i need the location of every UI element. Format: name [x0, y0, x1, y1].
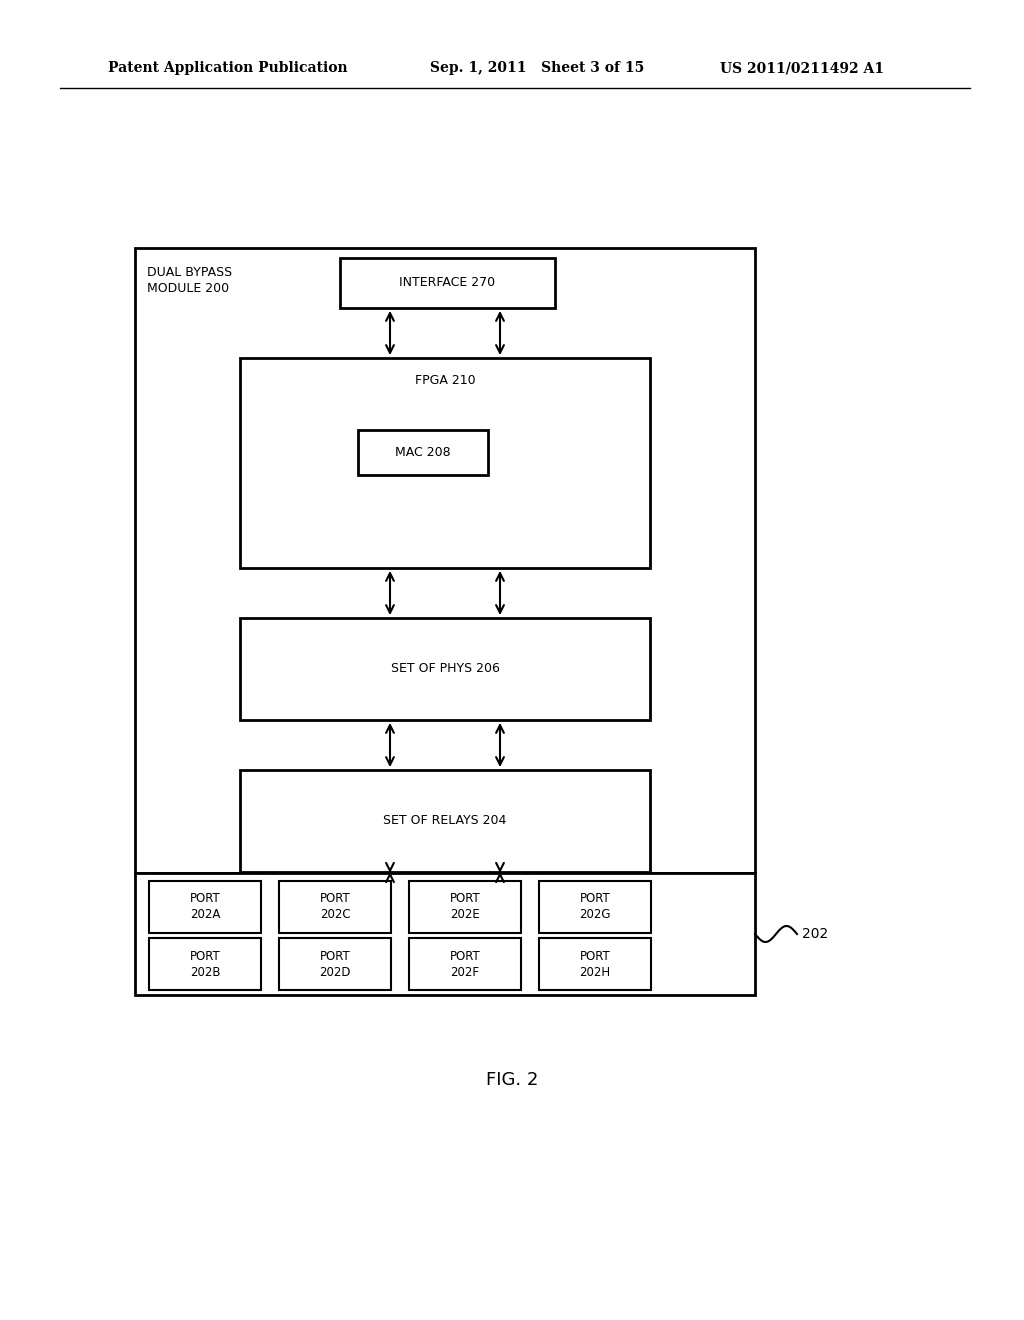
Bar	[539, 939, 651, 990]
Bar	[240, 358, 650, 568]
Text: 202: 202	[802, 927, 828, 941]
Text: PORT
202E: PORT 202E	[450, 892, 480, 921]
Text: PORT
202H: PORT 202H	[580, 949, 610, 978]
Bar	[279, 880, 391, 933]
Text: Patent Application Publication: Patent Application Publication	[108, 61, 347, 75]
Text: FIG. 2: FIG. 2	[485, 1071, 539, 1089]
Text: SET OF RELAYS 204: SET OF RELAYS 204	[383, 814, 507, 828]
Text: MAC 208: MAC 208	[395, 446, 451, 459]
Bar	[135, 248, 755, 873]
Text: Sep. 1, 2011   Sheet 3 of 15: Sep. 1, 2011 Sheet 3 of 15	[430, 61, 644, 75]
Text: PORT
202G: PORT 202G	[580, 892, 610, 921]
Bar	[409, 880, 521, 933]
Bar	[135, 873, 755, 995]
Text: PORT
202B: PORT 202B	[189, 949, 220, 978]
Bar	[358, 430, 488, 475]
Bar	[539, 880, 651, 933]
Bar	[150, 939, 261, 990]
Text: PORT
202D: PORT 202D	[319, 949, 351, 978]
Text: PORT
202C: PORT 202C	[319, 892, 350, 921]
Bar	[240, 618, 650, 719]
Bar	[279, 939, 391, 990]
Bar	[240, 770, 650, 873]
Bar	[409, 939, 521, 990]
Text: INTERFACE 270: INTERFACE 270	[399, 276, 496, 289]
Text: FPGA 210: FPGA 210	[415, 374, 475, 387]
Text: DUAL BYPASS
MODULE 200: DUAL BYPASS MODULE 200	[147, 267, 232, 294]
Text: PORT
202A: PORT 202A	[189, 892, 220, 921]
Text: PORT
202F: PORT 202F	[450, 949, 480, 978]
Text: SET OF PHYS 206: SET OF PHYS 206	[390, 663, 500, 676]
Text: US 2011/0211492 A1: US 2011/0211492 A1	[720, 61, 884, 75]
Bar	[340, 257, 555, 308]
Bar	[150, 880, 261, 933]
